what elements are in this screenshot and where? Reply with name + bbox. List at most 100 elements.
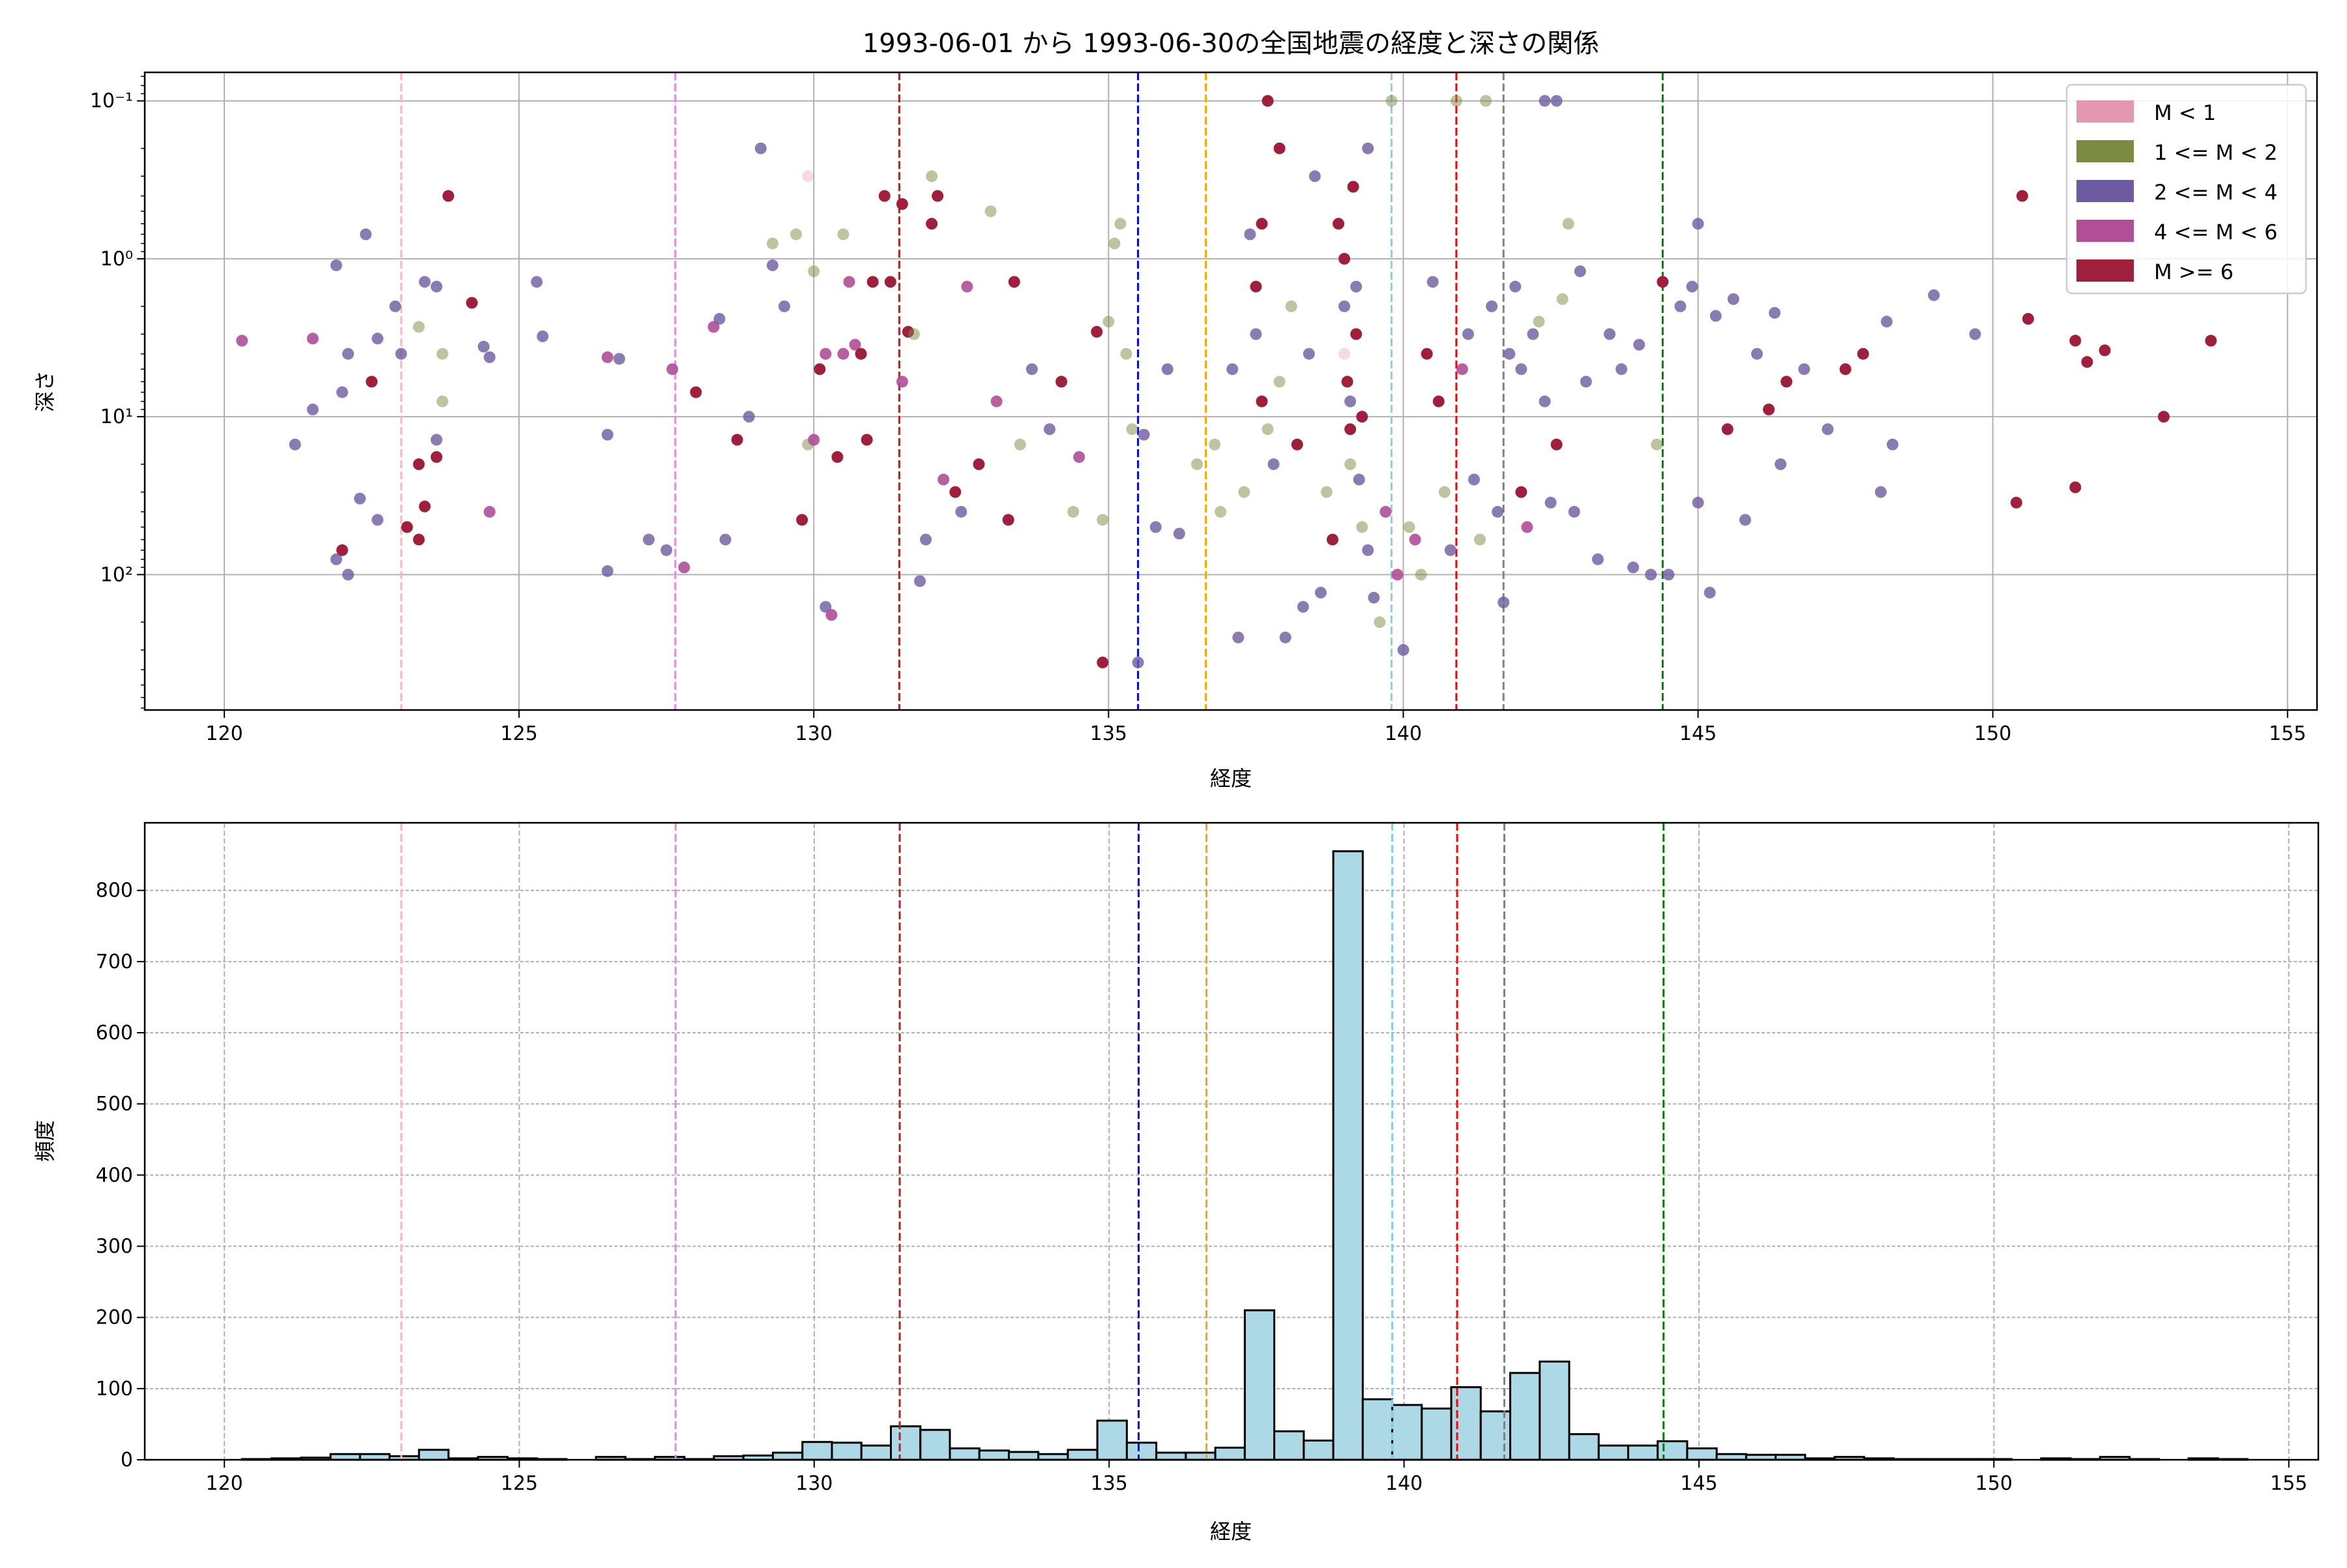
data-point	[531, 276, 543, 288]
axes-frame	[143, 71, 2318, 711]
histogram-bar	[1155, 1451, 1187, 1461]
data-point	[1857, 348, 1869, 360]
data-point	[413, 533, 425, 546]
data-point	[849, 338, 861, 351]
y-tick-label: 200	[96, 1307, 133, 1329]
data-point	[831, 451, 844, 463]
data-point	[920, 533, 932, 546]
data-point	[1780, 376, 1793, 388]
data-point	[855, 348, 867, 360]
data-point	[1486, 300, 1498, 312]
data-point	[1362, 544, 1374, 556]
data-point	[306, 333, 319, 345]
data-point	[601, 565, 613, 577]
y-tick-label: 300	[96, 1235, 133, 1258]
histogram-bar	[949, 1447, 981, 1461]
data-point	[1692, 496, 1704, 509]
data-point	[1008, 276, 1020, 288]
histogram-bar	[1479, 1410, 1511, 1461]
x-tick-label: 130	[795, 722, 833, 745]
legend-label: 1 <= M < 2	[2154, 140, 2277, 165]
data-point	[1515, 363, 1528, 376]
histogram-bar	[831, 1442, 863, 1461]
data-point	[336, 544, 348, 556]
data-point	[1438, 486, 1451, 498]
legend-swatch	[2076, 220, 2134, 242]
histogram-bar	[1332, 850, 1364, 1461]
data-point	[2157, 411, 2170, 423]
x-tick-label: 135	[1091, 1472, 1128, 1495]
histogram-bar	[1007, 1451, 1040, 1461]
data-point	[1043, 423, 1055, 436]
data-point	[1102, 316, 1115, 328]
data-point	[2069, 481, 2082, 494]
data-point	[2069, 334, 2082, 347]
data-point	[1256, 218, 1268, 230]
data-point	[1880, 316, 1893, 328]
chart-title: 1993-06-01 から 1993-06-30の全国地震の経度と深さの関係	[863, 29, 1599, 59]
data-point	[1314, 586, 1327, 599]
data-point	[1091, 325, 1103, 338]
data-point	[1415, 569, 1427, 581]
data-point	[1350, 280, 1363, 293]
histogram-bar	[1509, 1372, 1541, 1461]
data-point	[814, 363, 826, 376]
data-point	[1120, 348, 1132, 360]
data-point	[1262, 423, 1274, 436]
data-point	[1191, 458, 1203, 471]
data-point	[1591, 553, 1604, 565]
data-point	[1775, 458, 1787, 471]
data-point	[660, 544, 673, 556]
scatter-xlabel: 経度	[1210, 766, 1252, 791]
x-tick-label: 140	[1385, 722, 1422, 745]
data-point	[1297, 600, 1309, 613]
data-point	[1421, 348, 1433, 360]
data-point	[366, 376, 378, 388]
data-point	[1374, 616, 1386, 629]
data-point	[1380, 505, 1392, 518]
data-point	[825, 609, 838, 621]
data-point	[1397, 643, 1410, 656]
data-point	[330, 259, 342, 271]
data-point	[926, 170, 938, 183]
data-point	[1727, 293, 1739, 305]
data-point	[808, 434, 820, 446]
data-point	[1444, 544, 1456, 556]
data-point	[796, 514, 808, 526]
data-point	[1238, 486, 1250, 498]
data-point	[1226, 363, 1239, 376]
scatter-axes: 120 125 130 135 140 145 150 155 10⁻¹ 10⁰ 10¹ 10² M <…	[90, 71, 2318, 745]
data-point	[236, 334, 248, 347]
data-point	[937, 473, 950, 486]
data-point	[1709, 310, 1722, 322]
data-point	[1432, 395, 1445, 407]
data-point	[961, 280, 973, 293]
data-point	[1539, 95, 1551, 107]
data-point	[430, 451, 443, 463]
data-point	[1126, 423, 1138, 436]
data-point	[1097, 657, 1109, 669]
data-point	[1527, 328, 1539, 340]
y-tick-label: 10⁰	[100, 248, 133, 271]
data-point	[360, 228, 372, 241]
y-tick-label: 10⁻¹	[90, 90, 133, 113]
histogram-bar	[1096, 1419, 1128, 1461]
histogram-bar	[1125, 1442, 1158, 1461]
data-point	[1704, 586, 1716, 599]
data-point	[666, 363, 679, 376]
data-point	[1344, 395, 1357, 407]
data-point	[372, 333, 384, 345]
histogram-bar	[860, 1444, 893, 1461]
data-point	[843, 276, 855, 288]
data-point	[1114, 218, 1127, 230]
histogram-bar	[890, 1425, 922, 1461]
data-point	[1544, 496, 1557, 509]
data-point	[1250, 280, 1262, 293]
data-point	[1344, 458, 1357, 471]
y-tick-label: 100	[96, 1378, 133, 1400]
data-point	[1763, 404, 1775, 416]
data-point	[342, 348, 354, 360]
x-tick-label: 155	[2270, 1472, 2307, 1495]
legend-label: 2 <= M < 4	[2154, 180, 2277, 205]
